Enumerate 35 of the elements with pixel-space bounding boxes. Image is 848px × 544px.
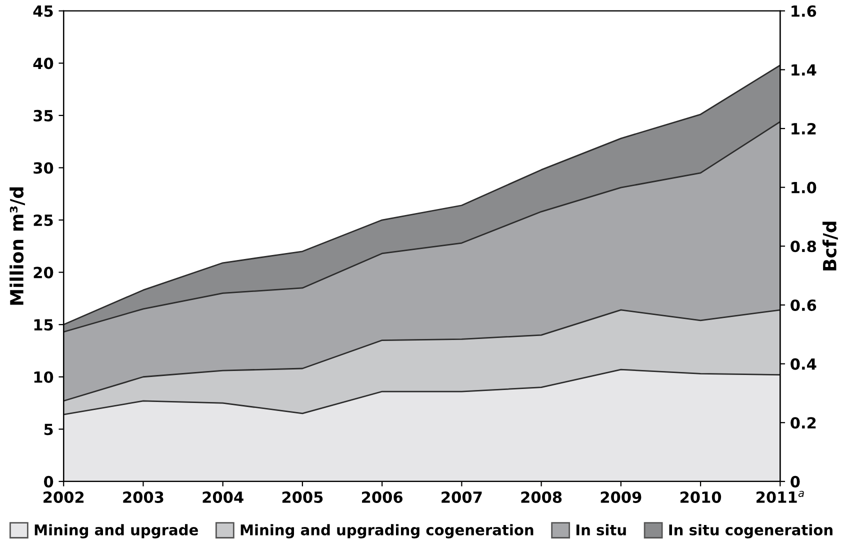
y-tick-label: 15 [34, 319, 53, 331]
x-tick-label: 2009 [600, 491, 642, 503]
legend-label: In situ [576, 524, 626, 536]
x-tick-label: 2003 [123, 491, 164, 503]
y-tick-label: 5 [44, 424, 53, 436]
legend-label: Mining and upgrading cogeneration [240, 524, 534, 538]
y2-tick-label: 0.6 [790, 299, 816, 311]
y-tick-label: 45 [33, 6, 53, 17]
y-tick-label: 40 [33, 58, 54, 70]
y2-tick-label: 1.4 [792, 64, 816, 76]
x-tick-label: 2010 [680, 491, 722, 503]
y-tick-label: 30 [34, 162, 54, 174]
y2-tick-label: 1.2 [792, 122, 816, 134]
y2-axis-title: Bcf/d [822, 222, 838, 270]
y-axis-title: Million m³/d [10, 187, 25, 305]
x-tick-label: 2002 [44, 491, 84, 503]
x-tick-label: 2006 [362, 491, 403, 503]
y2-tick-label: 0.8 [790, 240, 816, 252]
x-tick-label: 2005 [282, 491, 323, 503]
legend-label: Mining and upgrade [34, 524, 198, 538]
x-tick-label: 2007 [442, 491, 482, 503]
y2-tick-label: 0.2 [790, 417, 816, 429]
legend-label: In situ cogeneration [669, 524, 832, 538]
y-tick-label: 25 [34, 214, 53, 226]
y-tick-label: 0 [44, 476, 54, 488]
y-tick-label: 10 [34, 371, 54, 383]
y-tick-label: 35 [34, 110, 53, 122]
x-tick-label: 2011$^{a}$ [756, 490, 804, 503]
x-tick-label: 2004 [202, 491, 244, 503]
y-tick-label: 20 [34, 266, 54, 278]
y2-tick-label: 1.0 [792, 182, 816, 194]
y2-tick-label: 1.6 [792, 5, 816, 17]
y2-tick-label: 0.4 [790, 358, 816, 370]
y2-tick-label: 0 [790, 476, 800, 488]
x-tick-label: 2008 [521, 491, 562, 503]
